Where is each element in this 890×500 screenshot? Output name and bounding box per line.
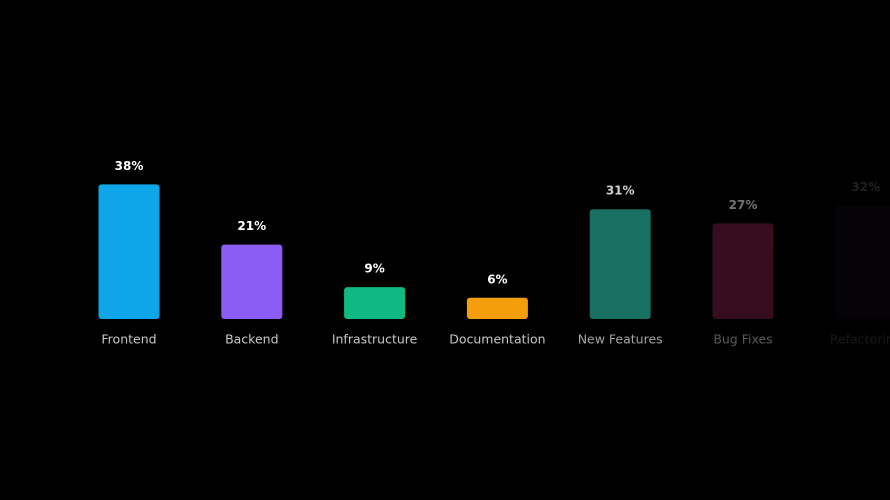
value-label: 31% bbox=[606, 184, 635, 198]
bar-group: 6% Documentation bbox=[449, 272, 545, 346]
x-tick-label: Infrastructure bbox=[332, 332, 418, 347]
bar-group: 32% Refactoring bbox=[830, 180, 890, 347]
bars: 38% Frontend 21% Backend 9% Infrastructure 6% D… bbox=[98, 159, 890, 347]
bar bbox=[589, 209, 651, 319]
x-tick-label: New Features bbox=[578, 332, 663, 347]
bar-group: 31% New Features bbox=[578, 184, 663, 347]
bar-group: 9% Infrastructure bbox=[332, 262, 418, 347]
bar-group: 38% Frontend bbox=[98, 159, 160, 347]
value-label: 6% bbox=[487, 272, 507, 286]
value-label: 32% bbox=[851, 180, 880, 194]
bar bbox=[712, 223, 774, 319]
value-label: 21% bbox=[237, 219, 266, 233]
bar-group: 27% Bug Fixes bbox=[712, 198, 774, 347]
grid bbox=[68, 148, 800, 320]
x-tick-label: Backend bbox=[225, 332, 278, 347]
bar bbox=[344, 287, 406, 319]
value-label: 38% bbox=[115, 159, 144, 173]
bar bbox=[98, 184, 160, 319]
x-tick-label: Documentation bbox=[449, 332, 545, 347]
bar-group: 21% Backend bbox=[221, 219, 283, 347]
bar bbox=[221, 244, 283, 319]
value-label: 9% bbox=[364, 262, 384, 276]
x-tick-label: Frontend bbox=[101, 332, 156, 347]
x-tick-label: Refactoring bbox=[830, 332, 890, 347]
bar bbox=[466, 297, 528, 319]
x-tick-label: Bug Fixes bbox=[713, 332, 772, 347]
value-label: 27% bbox=[729, 198, 758, 212]
bar bbox=[835, 205, 890, 319]
